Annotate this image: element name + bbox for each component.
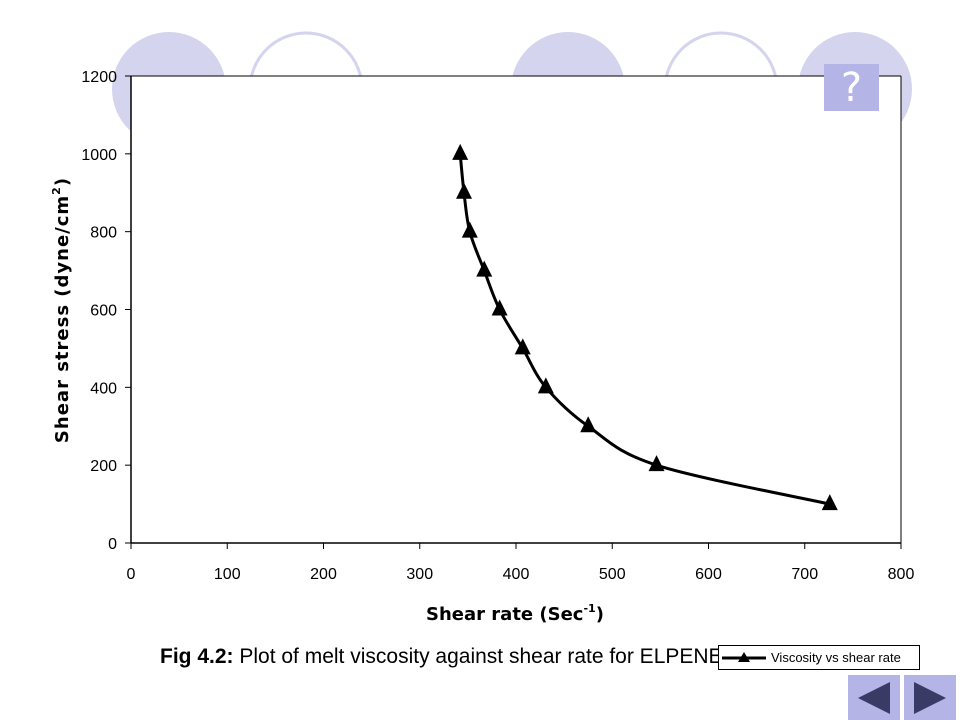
y-tick-label: 400 (90, 380, 117, 397)
x-tick-label: 100 (214, 566, 241, 583)
x-tick-label: 600 (695, 566, 722, 583)
x-tick-label: 700 (791, 566, 818, 583)
data-point-marker (461, 221, 478, 238)
question-icon: ? (840, 64, 863, 111)
x-tick-label: 200 (310, 566, 337, 583)
y-tick-label: 1200 (81, 69, 117, 86)
y-tick-label: 800 (90, 225, 117, 242)
data-point-marker (514, 338, 531, 355)
x-axis-label-sup: -1 (583, 602, 595, 615)
y-tick-label: 1000 (81, 147, 117, 164)
next-slide-button[interactable] (904, 675, 956, 720)
previous-slide-button[interactable] (848, 675, 900, 720)
data-point-marker (537, 377, 554, 394)
x-axis-label-text: Shear rate (Sec (426, 604, 583, 625)
triangle-right-icon (914, 681, 946, 714)
data-point-marker (648, 455, 665, 472)
caption-text: Plot of melt viscosity against shear rat… (233, 645, 723, 668)
y-axis-label: Shear stress (dyne/cm2) (50, 177, 73, 443)
data-point-marker (821, 494, 838, 511)
caption-prefix: Fig 4.2: (160, 645, 234, 668)
data-point-marker (476, 260, 493, 277)
data-point-marker (491, 299, 508, 316)
y-axis-label-close: ) (52, 177, 73, 186)
y-axis-label-sup: 2 (50, 186, 63, 195)
x-tick-label: 800 (888, 566, 915, 583)
data-point-marker (452, 143, 469, 160)
chart-axes (125, 75, 902, 549)
x-axis-label: Shear rate (Sec-1) (426, 602, 604, 625)
series-markers (452, 143, 838, 511)
triangle-left-icon (858, 681, 890, 714)
figure-caption: Fig 4.2: Plot of melt viscosity against … (160, 645, 723, 669)
data-point-marker (580, 416, 597, 433)
y-tick-label: 600 (90, 303, 117, 320)
y-axis-label-text: Shear stress (dyne/cm (52, 195, 73, 443)
x-tick-label: 500 (599, 566, 626, 583)
data-point-marker (456, 182, 473, 199)
x-tick-label: 300 (406, 566, 433, 583)
x-tick-label: 0 (127, 566, 136, 583)
help-button[interactable]: ? (824, 64, 879, 111)
chart-legend: Viscosity vs shear rate (718, 645, 920, 670)
y-tick-label: 0 (108, 536, 117, 553)
tick-labels: 0 100 200 300 400 500 600 700 800 0 200 400 600 800 10… (81, 69, 914, 583)
x-axis-label-close: ) (596, 604, 604, 625)
legend-line-marker-icon (722, 651, 766, 662)
x-tick-label: 400 (503, 566, 530, 583)
plot-area (131, 76, 901, 543)
y-tick-label: 200 (90, 458, 117, 475)
legend-series-name: Viscosity vs shear rate (771, 650, 901, 665)
